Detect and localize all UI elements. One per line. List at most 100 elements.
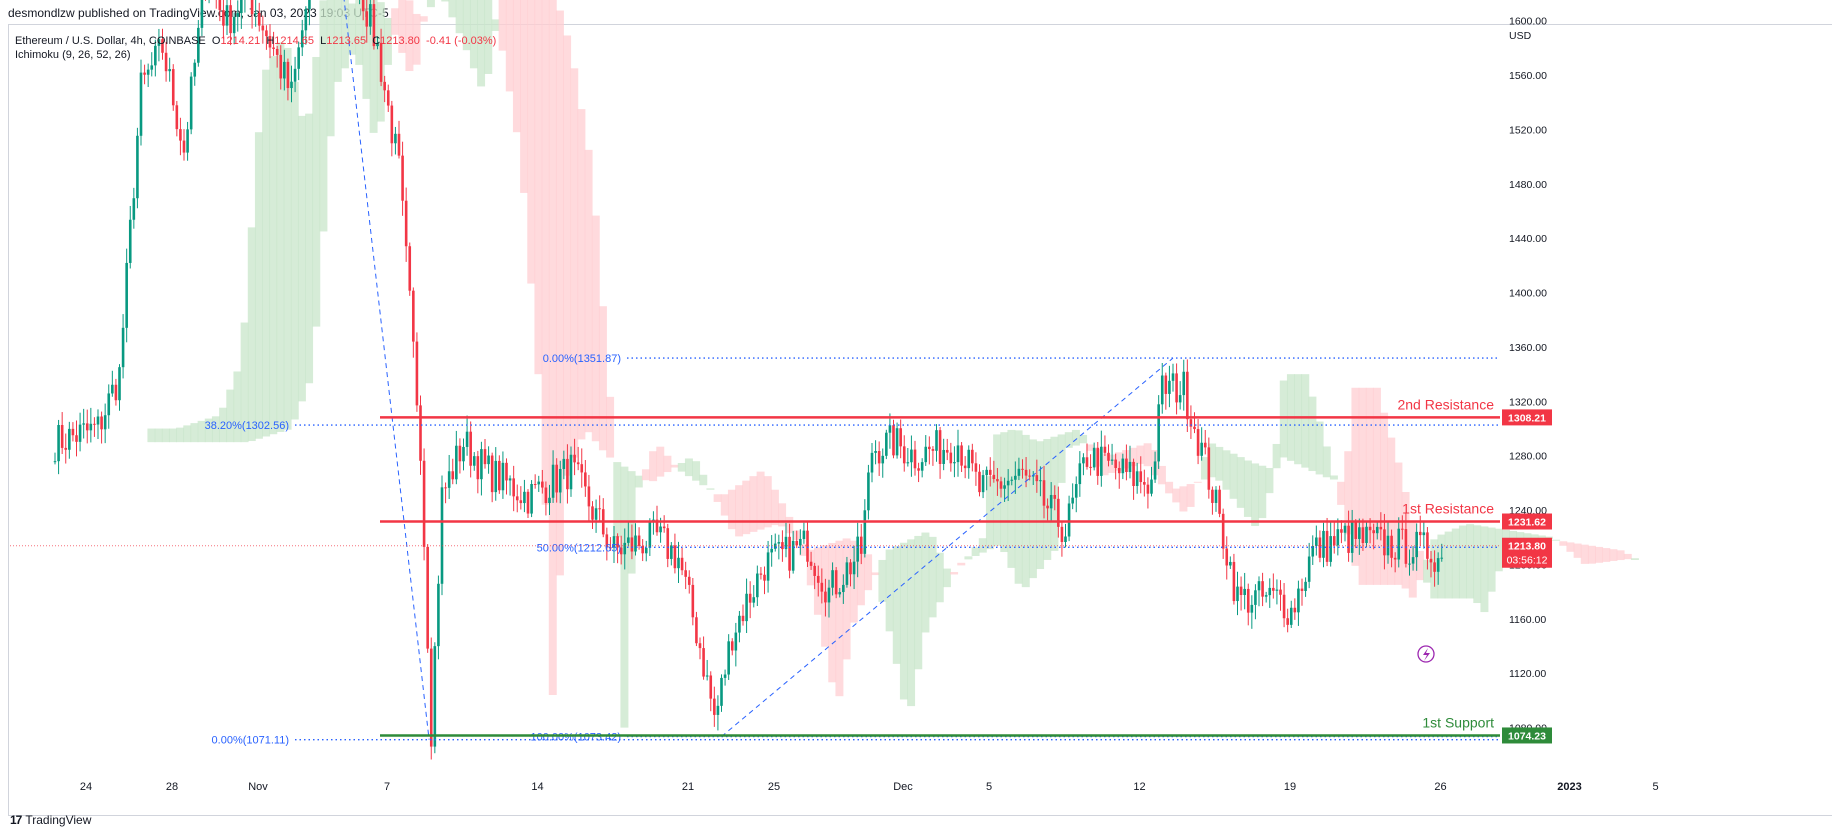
candle-body (1261, 581, 1264, 597)
candle-body (594, 508, 598, 520)
candle-body (533, 484, 537, 486)
ichimoku-cloud-segment (964, 556, 973, 560)
ichimoku-cloud-segment (620, 466, 629, 728)
candle-body (1393, 557, 1397, 560)
ichimoku-cloud-segment (462, 0, 471, 51)
candle-body (1128, 461, 1132, 473)
candle-body (490, 455, 494, 493)
candle-body (569, 454, 573, 490)
ichimoku-cloud-segment (233, 371, 242, 443)
ichimoku-cloud-segment (706, 488, 715, 490)
ichimoku-cloud-segment (828, 542, 837, 683)
candle-body (365, 11, 369, 27)
candle-body (648, 521, 652, 548)
candle-body (171, 69, 175, 106)
time-tick-label: 12 (1133, 781, 1145, 793)
candle-body (623, 542, 627, 555)
candle-body (974, 463, 978, 472)
candle-body (451, 471, 455, 480)
candle-body (440, 487, 444, 584)
candle-body (465, 431, 469, 447)
candle-body (713, 698, 716, 715)
candle-body (229, 5, 232, 34)
candle-body (616, 536, 619, 548)
candle-body (1336, 529, 1340, 546)
candle-body (1383, 529, 1386, 556)
candle-body (702, 648, 705, 677)
candle-body (128, 219, 132, 263)
candle-body (1304, 581, 1307, 591)
candle-body (766, 552, 770, 581)
ichimoku-cloud-segment (1294, 374, 1303, 465)
ichimoku-cloud-segment (548, 0, 557, 695)
candle-body (1368, 526, 1372, 531)
candle-body (1236, 586, 1239, 602)
ichimoku-cloud-segment (527, 0, 536, 284)
candle-body (1214, 489, 1218, 503)
ichimoku-cloud-segment (950, 572, 959, 575)
ichimoku-cloud-segment (1215, 446, 1224, 481)
candle-body (1221, 513, 1225, 549)
candle-body (111, 384, 114, 394)
candle-body (834, 570, 838, 595)
candle-body (193, 62, 197, 77)
candle-body (1272, 587, 1275, 591)
candle-body (146, 69, 150, 75)
candle-body (304, 9, 308, 31)
candle-body (1146, 484, 1150, 494)
lightning-bolt-icon (1423, 648, 1430, 661)
candle-body (240, 0, 243, 14)
ichimoku-cloud-segment (692, 461, 701, 481)
candle-body (928, 446, 931, 450)
fib-right-label: 50.00%(1212.65) (537, 542, 621, 554)
candle-body (978, 471, 981, 493)
ichimoku-cloud-segment (591, 215, 600, 442)
candle-body (1350, 522, 1354, 553)
candle-body (691, 584, 695, 618)
candle-body (945, 449, 949, 453)
ichimoku-cloud-segment (613, 462, 622, 538)
ichimoku-cloud-segment (1179, 486, 1188, 512)
candle-body (870, 452, 874, 473)
candle-body (379, 42, 383, 82)
candle-body (1057, 498, 1060, 527)
candle-body (791, 540, 795, 571)
candle-body (1401, 528, 1404, 530)
fib-retracements: 100.00%(1677.00)38.20%(1302.56)0.00%(107… (10, 0, 1500, 747)
candle-body (175, 105, 179, 130)
ichimoku-cloud-segment (505, 0, 514, 92)
ichimoku-cloud-segment (871, 572, 880, 576)
ichimoku-cloud-segment (441, 0, 450, 2)
candle-body (1164, 375, 1168, 394)
candle-body (1046, 505, 1049, 509)
candle-body (885, 432, 888, 456)
level-price-tag-label: 1074.23 (1508, 730, 1546, 742)
ichimoku-cloud-segment (770, 489, 779, 526)
candle-body (784, 536, 788, 550)
candle-body (1060, 526, 1064, 542)
ichimoku-cloud-segment (1057, 434, 1066, 483)
time-tick-label: 2023 (1557, 781, 1581, 793)
candle-body (1279, 589, 1282, 595)
ichimoku-cloud-segment (957, 562, 966, 566)
candle-body (1089, 466, 1092, 468)
fib-right-label: 100.00%(1073.42) (530, 732, 621, 744)
candle-body (734, 632, 738, 651)
ichimoku-cloud-segment (1193, 481, 1202, 483)
candle-body (283, 61, 286, 79)
candle-body (584, 472, 587, 487)
legend-indicator[interactable]: Ichimoku (9, 26, 52, 26) (15, 49, 131, 61)
candle-body (827, 587, 831, 603)
publish-attribution: desmondlzw published on TradingView.com,… (8, 6, 389, 20)
candle-body (1365, 526, 1368, 543)
candle-body (981, 475, 985, 493)
ichimoku-cloud-segment (326, 0, 335, 137)
candle-body (716, 705, 720, 715)
candle-body (154, 45, 157, 66)
candle-body (376, 42, 379, 47)
ichimoku-cloud-segment (641, 469, 650, 481)
tradingview-footer[interactable]: 17 TradingView (10, 813, 91, 827)
legend-open: 1214.21 (220, 35, 261, 47)
candle-body (82, 423, 85, 425)
